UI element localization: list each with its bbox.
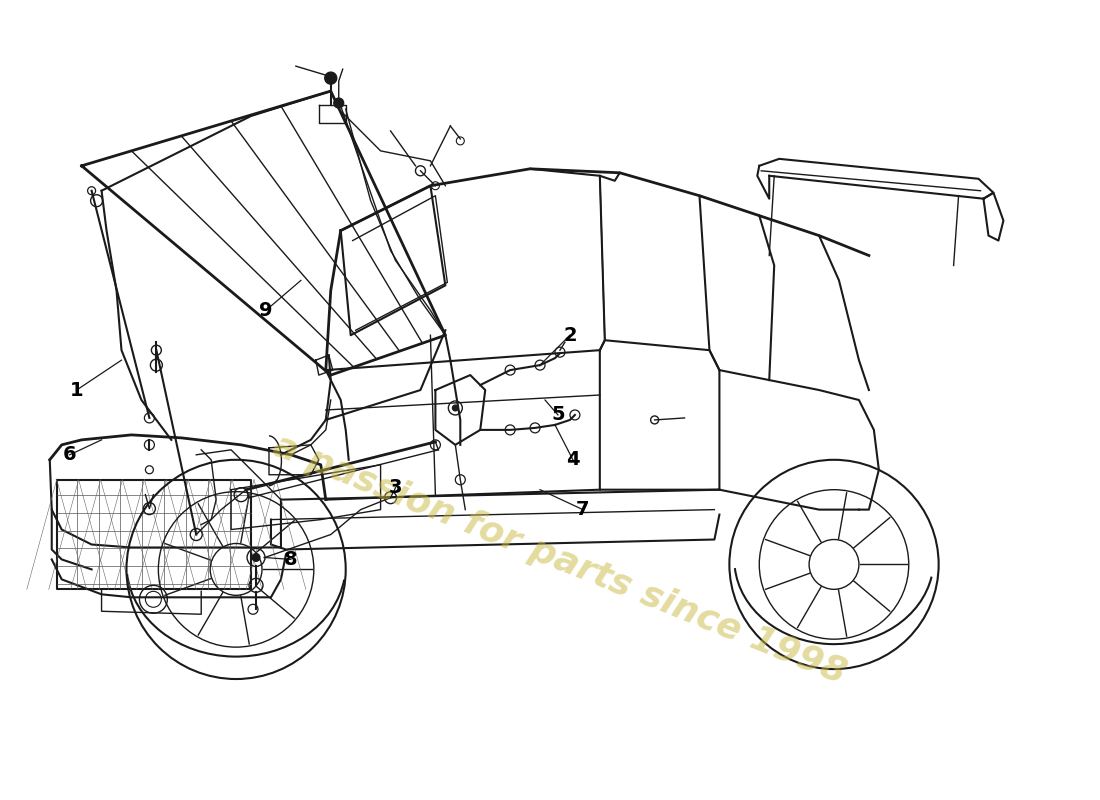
Circle shape bbox=[333, 98, 343, 108]
Circle shape bbox=[328, 75, 333, 81]
Circle shape bbox=[252, 554, 260, 562]
Text: 9: 9 bbox=[260, 301, 273, 320]
Circle shape bbox=[324, 72, 337, 84]
Text: 4: 4 bbox=[566, 450, 580, 470]
Text: 8: 8 bbox=[284, 550, 298, 569]
Circle shape bbox=[452, 405, 459, 411]
Text: 1: 1 bbox=[69, 381, 84, 399]
Text: 7: 7 bbox=[576, 500, 590, 519]
Text: 3: 3 bbox=[388, 478, 403, 497]
Text: 2: 2 bbox=[563, 326, 576, 345]
Text: a passion for parts since 1998: a passion for parts since 1998 bbox=[268, 429, 851, 690]
Text: 6: 6 bbox=[63, 446, 77, 464]
Text: 5: 5 bbox=[551, 406, 564, 425]
